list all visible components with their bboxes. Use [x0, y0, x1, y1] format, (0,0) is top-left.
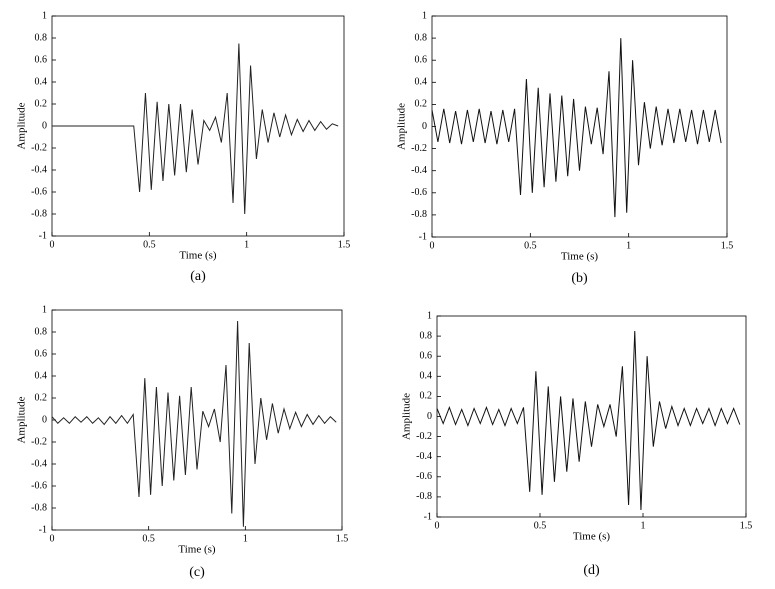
y-tick-label: -0.8: [31, 208, 47, 219]
y-tick-label: 0.8: [35, 326, 48, 337]
y-tick-label: 0: [42, 120, 47, 131]
y-tick-label: -0.8: [411, 209, 427, 220]
y-tick-label: 1: [427, 310, 432, 321]
x-tick-label: 0.5: [534, 520, 547, 531]
x-tick-label: 1: [243, 533, 248, 544]
y-tick-label: -0.6: [411, 187, 427, 198]
x-axis-label: Time (s): [561, 251, 599, 263]
y-tick-label: -1: [39, 524, 47, 535]
y-tick-label: 1: [42, 10, 47, 21]
y-tick-label: -1: [419, 231, 427, 242]
x-tick-label: 0: [50, 533, 55, 544]
y-tick-label: -0.2: [411, 143, 427, 154]
y-tick-label: 0.6: [35, 348, 48, 359]
y-tick-label: -0.2: [31, 142, 47, 153]
y-tick-label: -0.6: [416, 471, 432, 482]
y-tick-label: -0.2: [416, 431, 432, 442]
x-tick-label: 1: [641, 520, 646, 531]
y-tick-label: 0.2: [35, 392, 48, 403]
waveform: [52, 43, 339, 215]
y-tick-label: 0.6: [415, 54, 428, 65]
x-tick-label: 1.5: [338, 239, 351, 250]
x-tick-label: 0: [430, 240, 435, 251]
waveform: [431, 38, 722, 218]
y-tick-label: -0.4: [31, 458, 47, 469]
y-tick-label: -0.6: [31, 186, 47, 197]
x-axis-label: Time (s): [573, 531, 611, 543]
y-tick-label: -0.6: [31, 480, 47, 491]
y-tick-label: -0.4: [411, 165, 427, 176]
y-tick-label: 0.4: [35, 76, 48, 87]
y-tick-label: 0: [422, 121, 427, 132]
waveform: [436, 331, 741, 510]
y-tick-label: -0.4: [416, 451, 432, 462]
y-tick-label: 0.6: [420, 350, 433, 361]
x-tick-label: 1.5: [740, 520, 753, 531]
y-tick-label: 0.2: [415, 99, 428, 110]
y-tick-label: 0.8: [35, 32, 48, 43]
x-axis-label: Time (s): [179, 250, 217, 262]
caption: (d): [583, 563, 600, 578]
y-tick-label: 0: [427, 411, 432, 422]
x-axis-label: Time (s): [178, 544, 216, 556]
y-tick-label: -0.4: [31, 164, 47, 175]
caption: (c): [189, 565, 205, 580]
x-tick-label: 1.5: [721, 240, 734, 251]
caption: (a): [190, 269, 206, 284]
y-tick-label: 0.4: [35, 370, 48, 381]
y-axis-label: Amplitude: [16, 102, 28, 149]
y-axis-label: Amplitude: [401, 393, 413, 440]
x-tick-label: 1.5: [336, 533, 349, 544]
x-tick-label: 0.5: [142, 533, 155, 544]
x-tick-label: 1: [626, 240, 631, 251]
x-tick-label: 1: [244, 239, 249, 250]
y-tick-label: 0.4: [415, 77, 428, 88]
y-axis-label: Amplitude: [16, 396, 28, 443]
y-tick-label: -1: [424, 511, 432, 522]
x-tick-label: 0.5: [143, 239, 156, 250]
y-tick-label: 0.8: [415, 32, 428, 43]
y-tick-label: -1: [39, 230, 47, 241]
y-tick-label: 0.2: [35, 98, 48, 109]
y-tick-label: 1: [422, 10, 427, 21]
y-axis-label: Amplitude: [396, 103, 408, 150]
y-tick-label: 1: [42, 304, 47, 315]
y-tick-label: -0.8: [31, 502, 47, 513]
y-tick-label: 0.4: [420, 371, 433, 382]
x-tick-label: 0: [435, 520, 440, 531]
y-tick-label: 0.8: [420, 330, 433, 341]
caption: (b): [571, 271, 588, 286]
y-tick-label: 0.6: [35, 54, 48, 65]
y-tick-label: 0: [42, 414, 47, 425]
y-tick-label: -0.8: [416, 491, 432, 502]
y-tick-label: 0.2: [420, 391, 433, 402]
x-tick-label: 0.5: [524, 240, 537, 251]
y-tick-label: -0.2: [31, 436, 47, 447]
x-tick-label: 0: [50, 239, 55, 250]
waveform: [51, 320, 337, 527]
